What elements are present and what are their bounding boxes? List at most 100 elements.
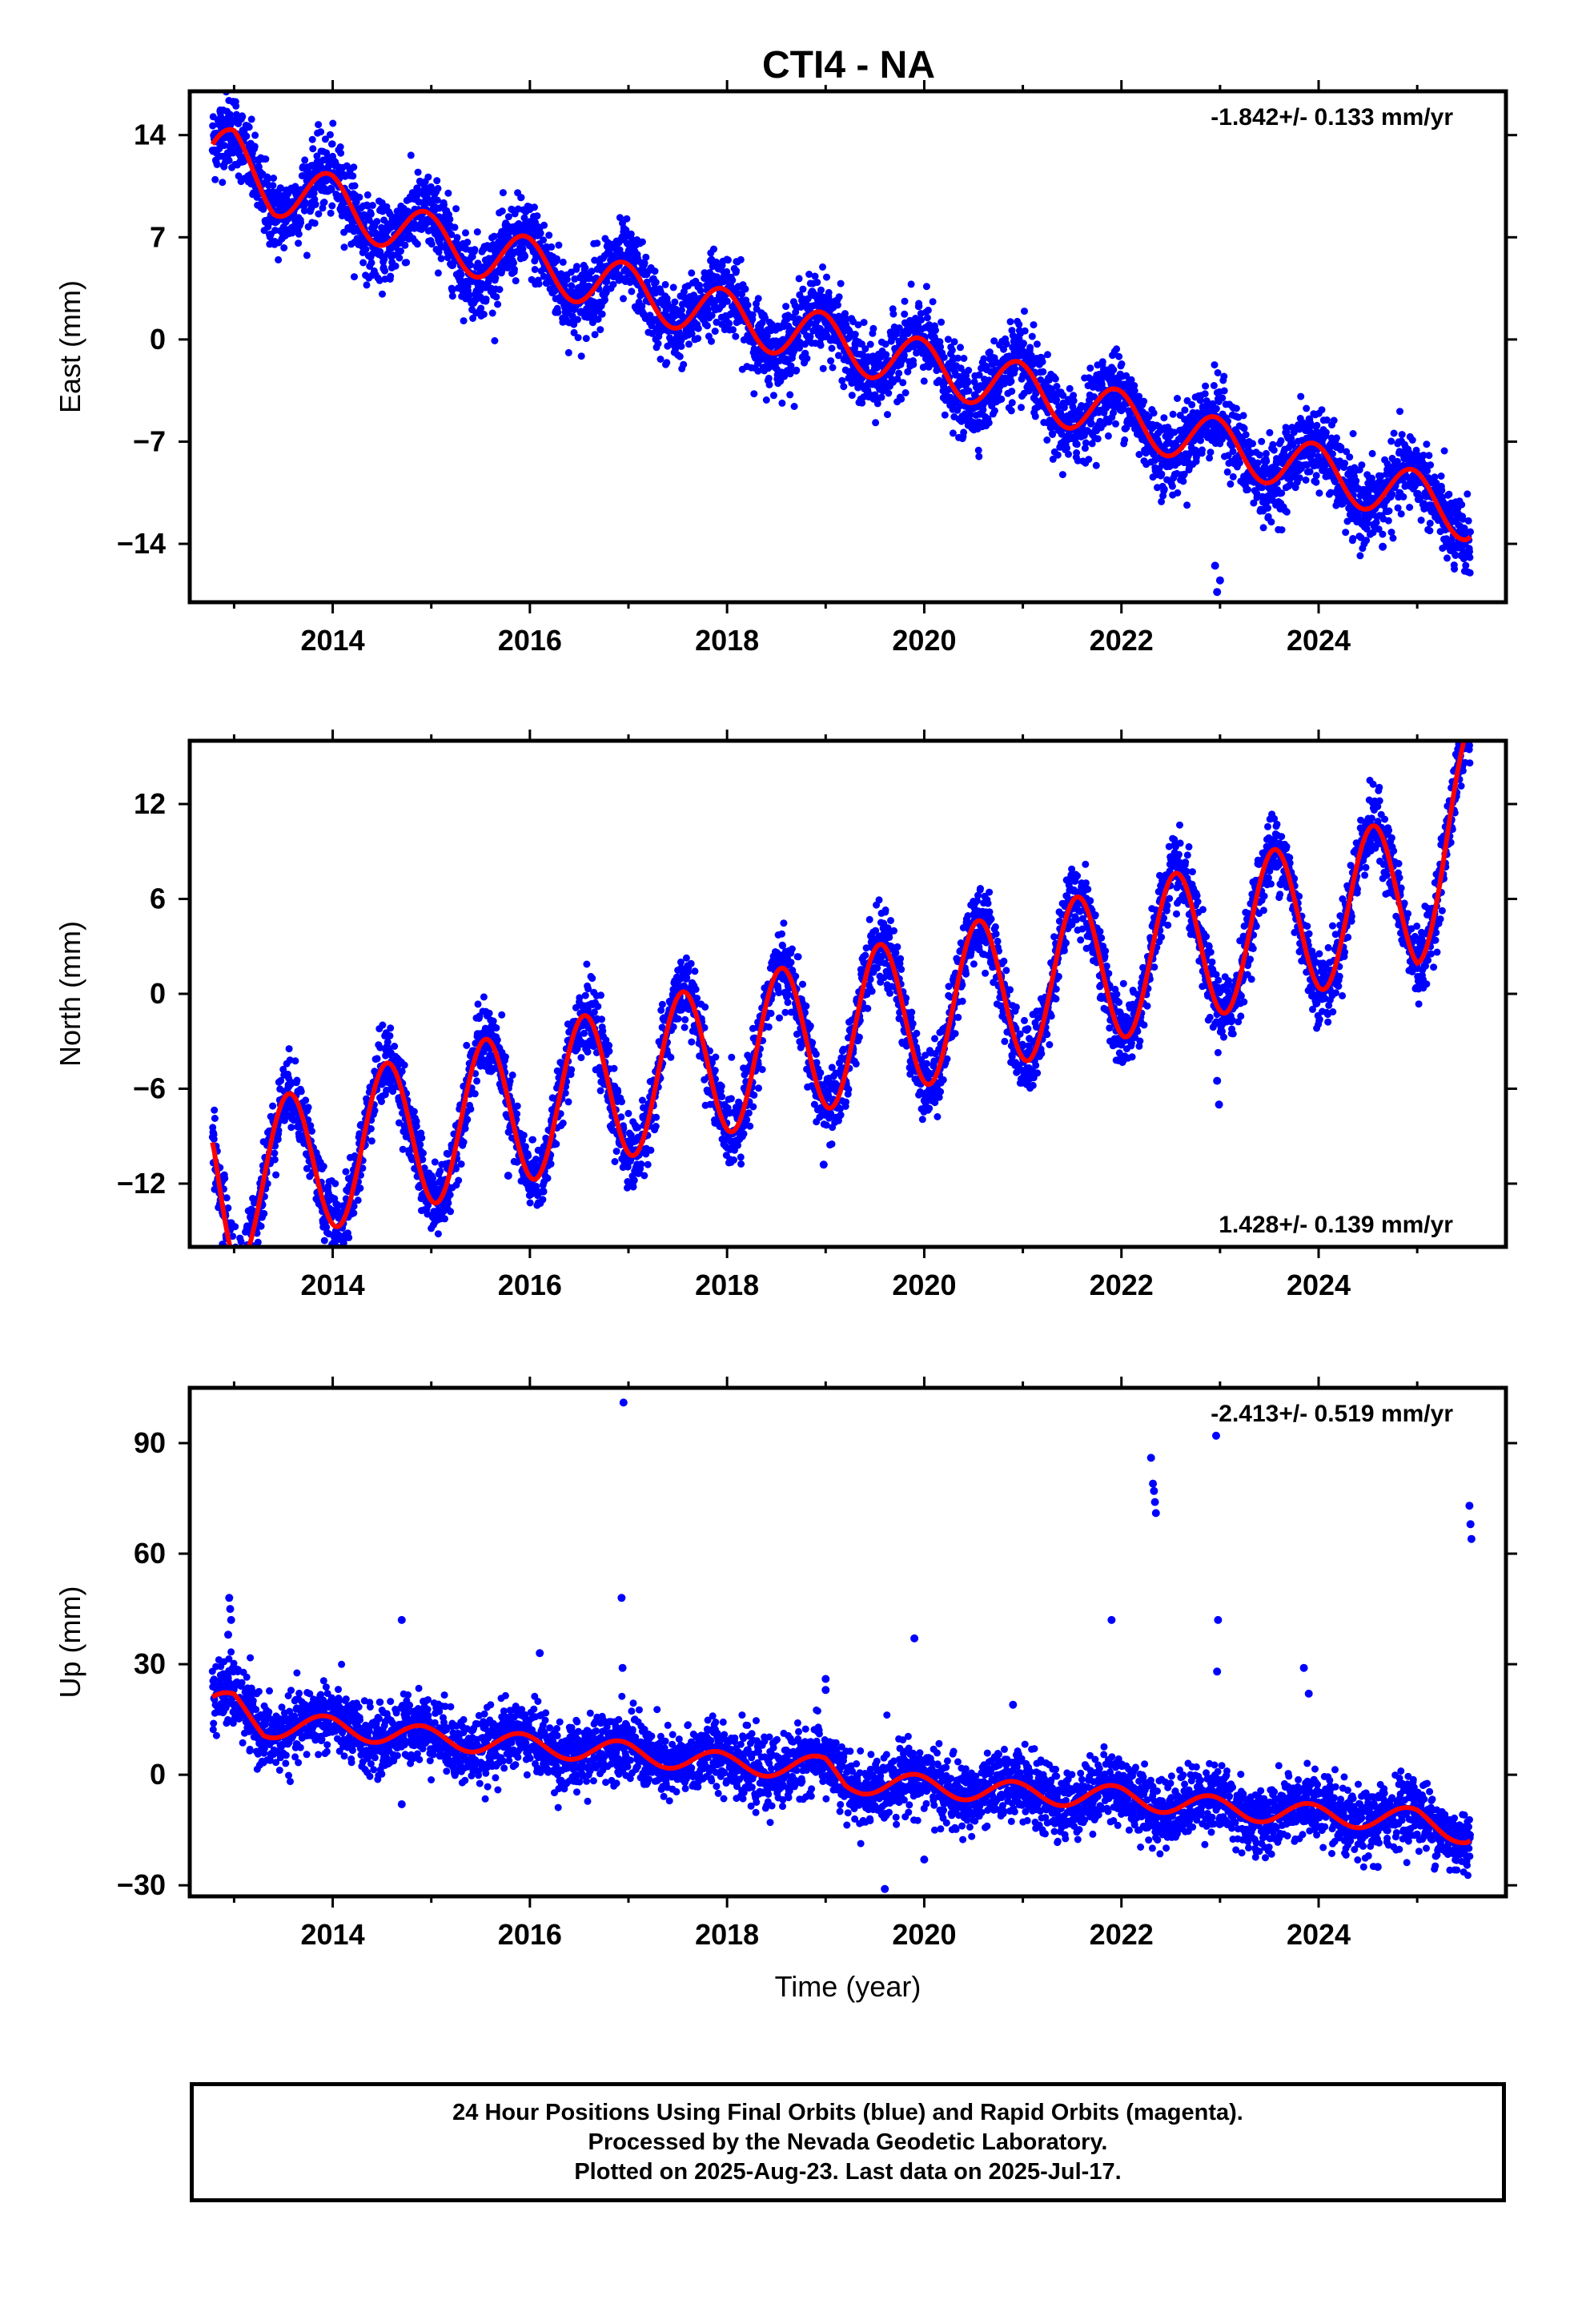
data-point (434, 269, 442, 277)
data-point (241, 1264, 248, 1271)
data-point (1244, 486, 1251, 493)
data-point (235, 1282, 242, 1289)
data-point (769, 392, 777, 400)
data-point (688, 269, 696, 277)
outlier-point (1215, 576, 1224, 585)
data-point (899, 379, 907, 387)
data-point (827, 357, 835, 365)
data-point (536, 229, 544, 237)
data-point (242, 1266, 249, 1273)
data-point (1008, 399, 1016, 407)
data-point (1223, 468, 1231, 476)
data-point (897, 395, 905, 403)
data-point (1387, 437, 1395, 445)
data-point (1207, 448, 1215, 456)
data-point (601, 296, 608, 304)
data-point (482, 296, 490, 304)
data-point (922, 283, 930, 291)
data-point (220, 142, 228, 150)
data-point (1054, 451, 1062, 459)
data-point (237, 1237, 245, 1245)
data-point (671, 298, 679, 306)
data-point (703, 322, 711, 330)
data-point (510, 259, 517, 267)
data-point (1379, 530, 1387, 538)
data-point (833, 301, 841, 309)
data-point (519, 245, 527, 253)
data-point (237, 1263, 244, 1270)
data-point (1451, 565, 1459, 573)
data-point (948, 346, 956, 354)
data-point (381, 275, 389, 283)
data-point (313, 152, 321, 160)
data-point (1227, 480, 1235, 488)
data-point (1011, 365, 1019, 373)
data-point (230, 1282, 237, 1289)
data-point (225, 156, 233, 164)
data-point (1302, 476, 1310, 484)
data-point (368, 202, 376, 209)
data-point (877, 393, 885, 401)
data-point (464, 239, 472, 246)
data-point (1070, 396, 1078, 404)
data-point (231, 1266, 238, 1273)
data-point (251, 1253, 259, 1261)
data-point (243, 1268, 250, 1275)
data-point (1389, 534, 1397, 542)
data-point (225, 1255, 232, 1262)
data-point (1211, 361, 1219, 369)
data-point (957, 344, 964, 352)
data-point (654, 340, 662, 348)
data-point (232, 1269, 239, 1277)
data-point (340, 243, 348, 251)
data-point (964, 379, 972, 387)
data-point (1462, 561, 1470, 569)
data-point (234, 1263, 241, 1270)
data-point (837, 279, 845, 287)
data-point (310, 189, 318, 197)
data-point (581, 264, 589, 271)
data-point (275, 255, 283, 263)
data-point (272, 1171, 280, 1179)
data-point (315, 210, 323, 218)
data-point (900, 352, 908, 360)
data-point (694, 324, 702, 332)
data-point (227, 1267, 235, 1274)
data-point (1346, 453, 1354, 461)
data-point (710, 245, 717, 253)
data-point (373, 218, 381, 226)
data-point (270, 175, 278, 182)
data-point (1033, 340, 1041, 348)
data-point (1169, 410, 1177, 418)
data-point (251, 1257, 259, 1265)
data-point (271, 1149, 279, 1157)
data-point (235, 172, 243, 180)
data-point (269, 1102, 277, 1110)
data-point (247, 1252, 255, 1259)
data-point (574, 316, 581, 324)
data-point (238, 1265, 245, 1272)
data-point (1443, 554, 1451, 562)
data-point (1427, 461, 1435, 469)
data-point (391, 262, 400, 270)
data-point (938, 318, 946, 326)
data-point (317, 128, 325, 136)
data-point (1363, 537, 1371, 545)
data-point (444, 189, 452, 197)
data-point (401, 241, 409, 249)
data-point (300, 207, 308, 215)
data-point (1431, 473, 1439, 481)
data-point (237, 1273, 244, 1281)
data-point (825, 288, 833, 296)
data-point (492, 293, 500, 301)
data-point (932, 326, 939, 334)
data-point (1201, 390, 1209, 398)
data-point (1043, 436, 1051, 444)
data-point (1384, 517, 1392, 525)
data-point (288, 229, 296, 237)
data-point (1094, 435, 1102, 443)
data-point (729, 326, 737, 334)
data-point (491, 337, 499, 344)
data-point (1214, 369, 1222, 376)
